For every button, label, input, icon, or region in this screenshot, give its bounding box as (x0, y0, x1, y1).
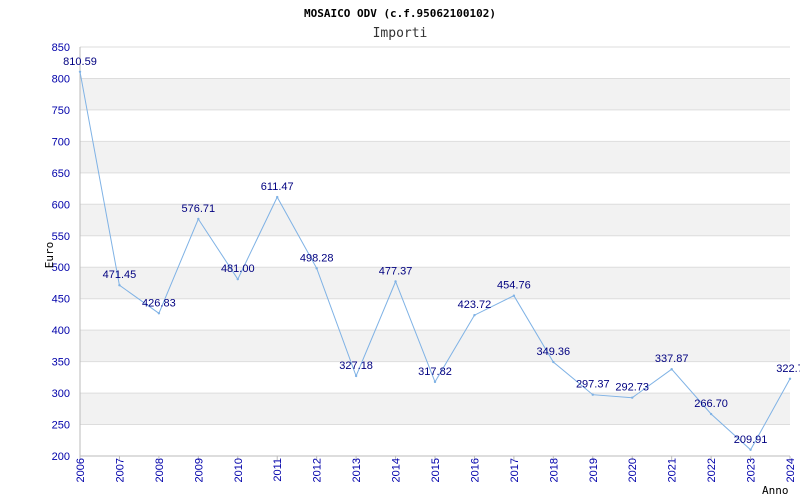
x-tick-label: 2015 (430, 458, 442, 482)
data-label: 349.36 (537, 346, 571, 358)
data-point (473, 314, 476, 317)
data-label: 454.76 (497, 280, 531, 292)
data-label: 209.91 (734, 434, 768, 446)
y-tick-label: 350 (52, 357, 70, 369)
x-tick-label: 2022 (706, 458, 718, 482)
x-tick-label: 2012 (312, 458, 324, 482)
data-label: 297.37 (576, 379, 610, 391)
data-label: 292.73 (615, 382, 649, 394)
data-label: 322.7 (776, 363, 800, 375)
data-point (197, 217, 200, 221)
grid-band (80, 141, 790, 173)
data-label: 477.37 (379, 265, 413, 277)
x-tick-label: 2023 (746, 458, 758, 482)
y-tick-labels: 200 250 300 350 400 450 500 550 600 650 700 750 800 8… (52, 42, 70, 463)
data-label: 423.72 (458, 299, 492, 311)
data-point (552, 360, 555, 364)
x-tick-label: 2017 (509, 458, 521, 482)
data-label: 327.18 (339, 360, 373, 372)
chart-title: MOSAICO ODV (c.f.95062100102) (304, 7, 496, 20)
data-point (315, 267, 318, 270)
data-point (236, 277, 239, 281)
grid-bands (80, 78, 790, 425)
x-tick-label: 2018 (548, 458, 560, 482)
data-label: 498.28 (300, 252, 334, 264)
x-tick-label: 2016 (469, 458, 481, 482)
y-tick-label: 450 (52, 294, 70, 306)
data-label: 426.83 (142, 297, 176, 309)
data-point (118, 283, 121, 287)
y-tick-label: 700 (52, 136, 70, 148)
data-label: 471.45 (103, 269, 137, 281)
data-labels: 810.59 471.45 426.83 576.71 481.00 611.47 498.… (63, 56, 800, 446)
data-point (433, 380, 437, 384)
data-point (394, 280, 397, 283)
y-tick-label: 250 (52, 420, 70, 432)
data-label: 576.71 (182, 203, 216, 215)
data-point (78, 70, 82, 73)
grid-band (80, 330, 790, 362)
grid-band (80, 393, 790, 425)
data-point (788, 377, 792, 380)
x-tick-label: 2020 (627, 458, 639, 482)
y-tick-label: 500 (52, 262, 70, 274)
y-tick-label: 650 (52, 168, 70, 180)
y-tick-label: 300 (52, 388, 70, 400)
y-tick-label: 750 (52, 105, 70, 117)
x-tick-labels: 2006 2007 2008 2009 2010 2011 2012 2013 2014 2015… (75, 458, 797, 482)
x-tick-label: 2009 (193, 458, 205, 482)
axes (79, 47, 791, 460)
x-tick-label: 2021 (667, 458, 679, 482)
data-point (749, 448, 752, 451)
x-tick-label: 2024 (785, 458, 797, 482)
x-tick-label: 2007 (114, 458, 126, 482)
y-tick-label: 800 (52, 73, 70, 85)
y-tick-label: 550 (52, 231, 70, 243)
data-label: 481.00 (221, 263, 255, 275)
data-label: 810.59 (63, 56, 97, 68)
data-label: 337.87 (655, 353, 689, 365)
y-tick-label: 600 (52, 199, 70, 211)
data-point (512, 294, 516, 297)
data-point (591, 393, 594, 396)
grid-band (80, 267, 790, 299)
x-tick-label: 2013 (351, 458, 363, 482)
data-point (354, 374, 358, 378)
data-label: 266.70 (694, 398, 728, 410)
y-tick-label: 850 (52, 42, 70, 54)
data-label: 317.82 (418, 366, 452, 378)
x-tick-label: 2006 (75, 458, 87, 482)
y-tick-label: 200 (52, 451, 70, 463)
chart-subtitle: Importi (373, 26, 428, 41)
series-line-group (78, 70, 792, 451)
x-tick-label: 2014 (391, 458, 403, 482)
data-point (157, 312, 161, 315)
data-point (631, 396, 634, 399)
x-tick-label: 2010 (233, 458, 245, 482)
y-tick-label: 400 (52, 325, 70, 337)
y-axis-label: Euro (43, 242, 56, 269)
data-point (709, 412, 713, 416)
data-point (276, 195, 279, 199)
data-point (670, 368, 673, 371)
x-tick-label: 2011 (272, 458, 284, 482)
x-tick-label: 2019 (588, 458, 600, 482)
grid-band (80, 78, 790, 110)
data-label: 611.47 (261, 181, 294, 193)
x-axis-label: Anno (762, 484, 789, 497)
x-tick-label: 2008 (154, 458, 166, 482)
